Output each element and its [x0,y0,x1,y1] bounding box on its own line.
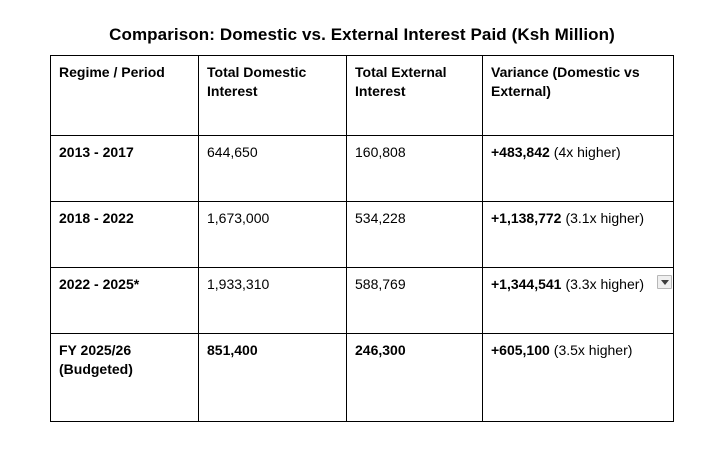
variance-value: +605,100 [491,342,550,358]
table-row: FY 2025/26 (Budgeted) 851,400 246,300 +6… [50,333,674,422]
cell-external-interest: 160,808 [346,135,483,202]
table-header-row: Regime / Period Total Domestic Interest … [50,55,674,136]
table-row: 2013 - 2017 644,650 160,808 +483,842 (4x … [50,135,674,202]
variance-note: (4x higher) [553,144,621,160]
cell-variance: +1,138,772 (3.1x higher) [482,201,674,268]
cell-domestic-interest: 644,650 [198,135,347,202]
column-header-total-external-interest: Total External Interest [346,55,483,136]
cell-variance: +483,842 (4x higher) [482,135,674,202]
table-row: 2022 - 2025* 1,933,310 588,769 +1,344,54… [50,267,674,334]
variance-value: +1,344,541 [491,276,562,292]
cell-period-fy-2025-26: FY 2025/26 (Budgeted) [50,333,199,422]
cell-domestic-interest: 851,400 [198,333,347,422]
variance-value: +1,138,772 [491,210,562,226]
comparison-table: Regime / Period Total Domestic Interest … [50,55,674,422]
cell-period-2022-2025: 2022 - 2025* [50,267,199,334]
cell-domestic-interest: 1,933,310 [198,267,347,334]
column-header-total-domestic-interest: Total Domestic Interest [198,55,347,136]
variance-note: (3.1x higher) [565,210,645,226]
table-row: 2018 - 2022 1,673,000 534,228 +1,138,772… [50,201,674,268]
cell-domestic-interest: 1,673,000 [198,201,347,268]
caret-down-icon [660,279,669,285]
cell-external-interest: 588,769 [346,267,483,334]
table-dropdown-button[interactable] [657,275,672,289]
cell-period-2013-2017: 2013 - 2017 [50,135,199,202]
cell-period-2018-2022: 2018 - 2022 [50,201,199,268]
page-title: Comparison: Domestic vs. External Intere… [109,25,615,44]
cell-variance: +605,100 (3.5x higher) [482,333,674,422]
variance-value: +483,842 [491,144,550,160]
variance-note: (3.5x higher) [553,342,633,358]
cell-external-interest: 534,228 [346,201,483,268]
variance-note: (3.3x higher) [565,276,645,292]
cell-external-interest: 246,300 [346,333,483,422]
column-header-variance: Variance (Domestic vs External) [482,55,674,136]
column-header-regime-period: Regime / Period [50,55,199,136]
cell-variance: +1,344,541 (3.3x higher) [482,267,674,334]
